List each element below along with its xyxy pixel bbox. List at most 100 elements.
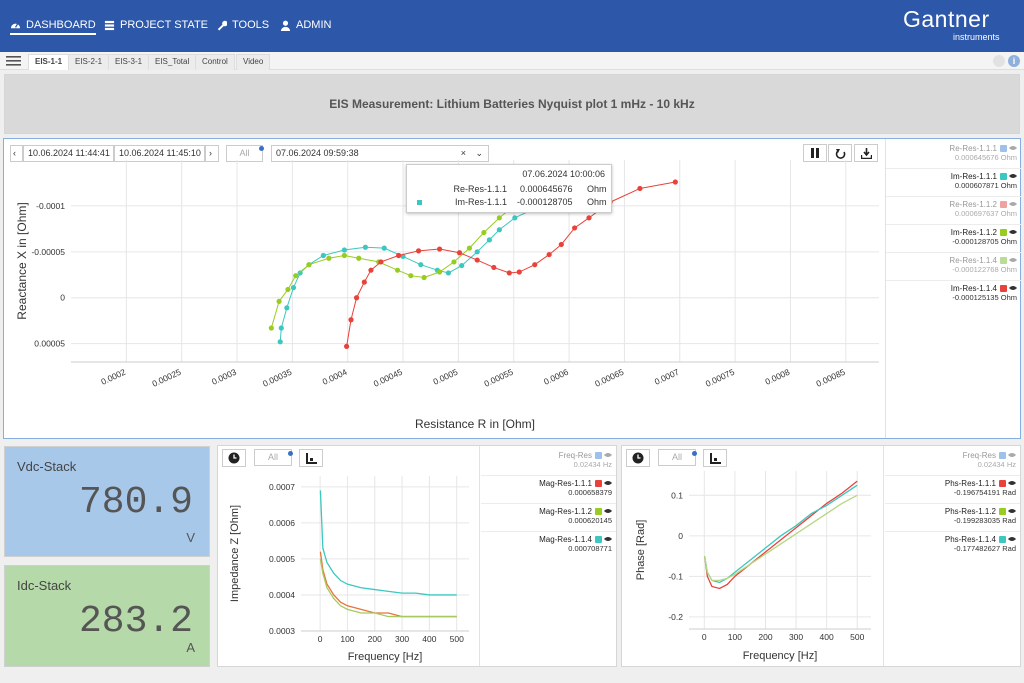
filter[interactable]: All	[226, 145, 263, 162]
legend-unit: Hz	[602, 460, 612, 469]
legend-unit: Ohm	[1000, 237, 1017, 246]
legend-value: -0.000128705	[952, 237, 999, 246]
x-tick-label: 300	[789, 632, 803, 642]
legend-entry[interactable]: Freq-Res 0.02434 Hz	[481, 451, 616, 476]
point	[326, 255, 332, 261]
point	[456, 250, 463, 256]
legend-value: 0.000620145	[568, 516, 612, 525]
nav-item[interactable]: PROJECT STATE	[104, 19, 208, 31]
legend-entry[interactable]: Freq-Res 0.02434 Hz	[885, 451, 1020, 476]
x-tick-label: 0.0007	[653, 367, 681, 387]
point	[320, 252, 326, 259]
reference-select[interactable]: 07.06.2024 09:59:38 × ⌄	[271, 145, 489, 162]
legend-entry[interactable]: Mag-Res-1.1.2 0.000620145	[481, 507, 616, 532]
x-tick-label: 0.0005	[431, 367, 459, 387]
filter[interactable]: All	[658, 449, 696, 466]
point	[418, 262, 424, 268]
point	[506, 270, 512, 276]
eye-shape	[604, 481, 612, 485]
tab[interactable]: EIS-3-1	[108, 54, 150, 70]
point	[284, 305, 290, 311]
chevron[interactable]: ⌄	[475, 148, 483, 158]
point	[558, 241, 564, 248]
status-icon[interactable]	[993, 55, 1005, 67]
tab[interactable]: EIS_Total	[148, 54, 197, 70]
pause-button[interactable]	[803, 144, 827, 162]
clear-icon[interactable]: ×	[460, 148, 466, 158]
legend-value-row: -0.199283035 Rad	[945, 516, 1016, 525]
time-button[interactable]	[222, 449, 246, 467]
legend-row: Phs-Res-1.1.4	[945, 535, 1016, 544]
legend-value-row: 0.02434 Hz	[963, 460, 1016, 469]
legend-row: Im-Res-1.1.1	[951, 172, 1017, 181]
filter[interactable]: All	[254, 449, 292, 466]
eye-shape	[1009, 258, 1017, 262]
legend-entry[interactable]: Re-Res-1.1.2 0.000697637 Ohm	[886, 200, 1021, 225]
y-tick-label: 0.0005	[269, 554, 295, 564]
legend-entry[interactable]: Mag-Res-1.1.4 0.000708771	[539, 535, 612, 553]
legend-value-row: 0.000708771	[539, 544, 612, 553]
legend-row: Re-Res-1.1.4	[949, 256, 1017, 265]
legend-separator	[481, 531, 616, 532]
legend-entry[interactable]: Im-Res-1.1.1 0.000607871 Ohm	[886, 172, 1021, 197]
nav-item[interactable]: DASHBOARD	[10, 19, 96, 35]
point	[466, 245, 473, 251]
y-tick-label: 0	[60, 293, 65, 303]
nav-bar: DASHBOARD PROJECT STATE TOOLS ADMIN Gant…	[0, 0, 1024, 52]
legend-entry[interactable]: Re-Res-1.1.1 0.000645676 Ohm	[886, 144, 1021, 169]
point	[445, 270, 452, 276]
legend-entry[interactable]: Mag-Res-1.1.1 0.000658379	[481, 479, 616, 504]
time-button[interactable]	[626, 449, 650, 467]
axis-button[interactable]	[703, 449, 727, 467]
eye-icon	[1009, 286, 1017, 290]
point	[278, 325, 284, 331]
legend-separator	[886, 224, 1021, 225]
tab[interactable]: EIS-1-1	[28, 54, 70, 70]
tab[interactable]: Video	[236, 54, 271, 70]
legend-entry[interactable]: Phs-Res-1.1.4 -0.177482627 Rad	[945, 535, 1016, 553]
legend-entry[interactable]: Re-Res-1.1.4 -0.000122768 Ohm	[886, 256, 1021, 281]
legend-entry[interactable]: Im-Res-1.1.4 -0.000125135 Ohm	[951, 284, 1017, 302]
meter: Idc-Stack 283.2 A	[4, 565, 210, 667]
axis-button[interactable]	[299, 449, 323, 467]
tab[interactable]: Control	[195, 54, 235, 70]
point	[290, 285, 297, 291]
tooltip-unit: Ohm	[587, 184, 607, 194]
icon	[280, 20, 291, 31]
next-button[interactable]: ›	[205, 145, 219, 162]
x-tick-label: 500	[850, 632, 864, 642]
prev-button[interactable]: ‹	[10, 145, 23, 162]
legend-entry[interactable]: Im-Res-1.1.2 -0.000128705 Ohm	[886, 228, 1021, 253]
legend-unit: Ohm	[1000, 265, 1017, 274]
x-tick-label: 0.00025	[150, 367, 182, 389]
meter-value: 780.9	[78, 481, 193, 524]
end-time[interactable]: 10.06.2024 11:45:10	[114, 145, 205, 162]
eye-shape	[1009, 174, 1017, 178]
tab[interactable]: EIS-2-1	[68, 54, 110, 70]
start-time[interactable]: 10.06.2024 11:44:41	[23, 145, 114, 162]
x-tick-label: 400	[422, 634, 436, 644]
legend-swatch	[1000, 145, 1007, 152]
point	[408, 273, 414, 279]
nav-item[interactable]: TOOLS	[216, 19, 269, 31]
nav-item[interactable]: ADMIN	[280, 19, 331, 31]
meter-label: Vdc-Stack	[17, 459, 77, 474]
title-panel: EIS Measurement: Lithium Batteries Nyqui…	[4, 74, 1020, 134]
legend-unit: Hz	[1006, 460, 1016, 469]
legend-entry[interactable]: Phs-Res-1.1.1 -0.196754191 Rad	[885, 479, 1020, 504]
eye-icon	[1008, 453, 1016, 457]
series-line	[703, 480, 858, 590]
tooltip-time: 07.06.2024 10:00:06	[522, 169, 605, 179]
series-line	[319, 558, 457, 618]
legend-entry[interactable]: Phs-Res-1.1.2 -0.199283035 Rad	[885, 507, 1020, 532]
legend-value: -0.000125135	[952, 293, 999, 302]
download-button[interactable]	[854, 144, 878, 162]
menu-icon[interactable]	[6, 55, 21, 67]
logo-subtitle: instruments	[953, 32, 1000, 42]
info-icon[interactable]: i	[1008, 55, 1020, 67]
legend-value-row: -0.000128705 Ohm	[951, 237, 1017, 246]
reset-button[interactable]	[828, 144, 852, 162]
legend-unit: Ohm	[1000, 293, 1017, 302]
eye-icon	[1009, 146, 1017, 150]
eye-icon	[1008, 537, 1016, 541]
